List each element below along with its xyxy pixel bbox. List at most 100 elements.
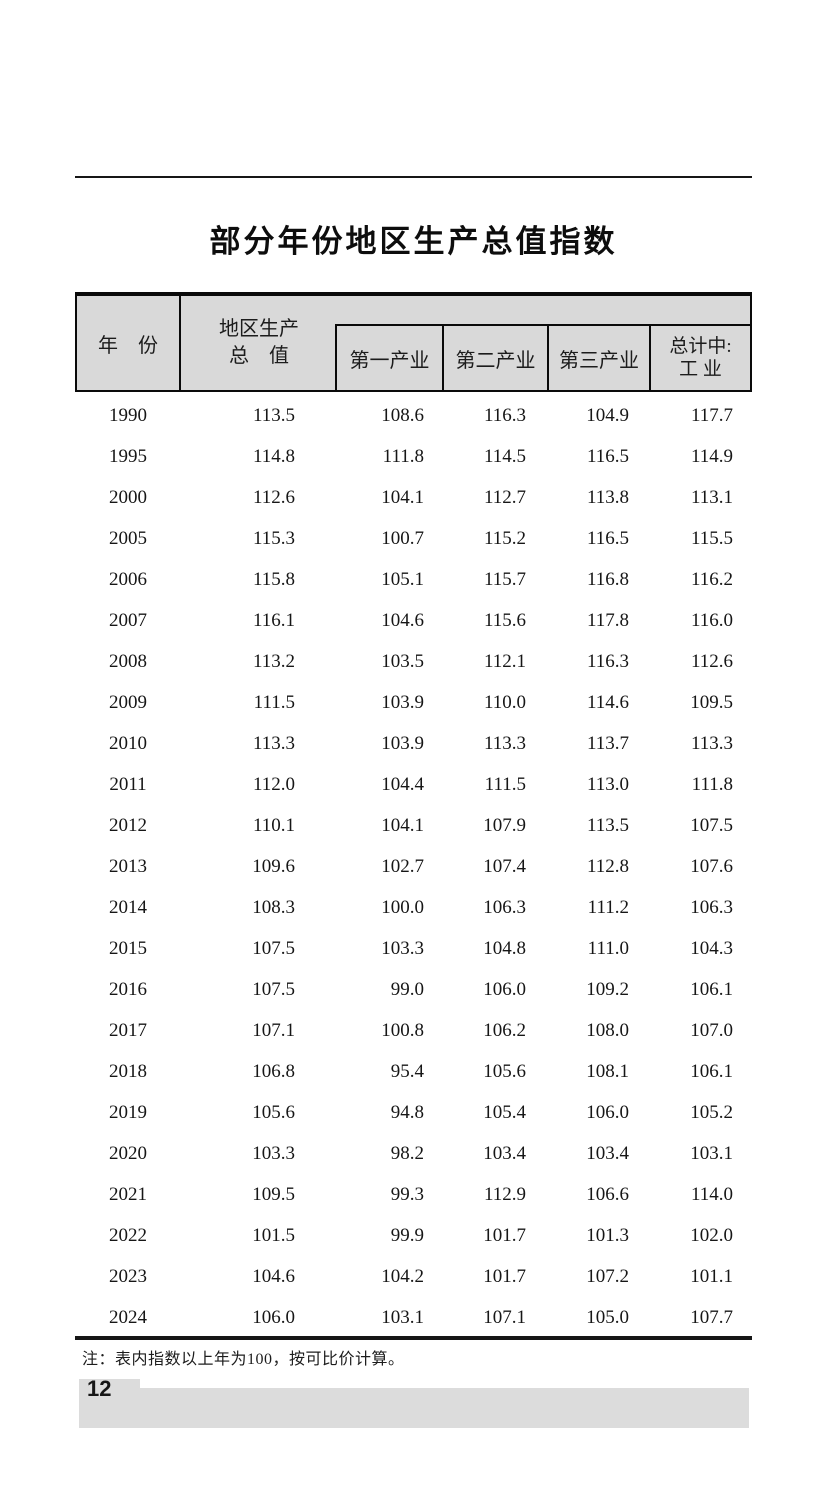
cell-value: 104.6 [381,609,424,631]
cell-value: 111.8 [382,445,424,467]
column-header-year-label: 年 份 [98,334,158,357]
cell-value: 116.5 [586,445,629,467]
footer-tab-shape [79,1379,140,1428]
cell-value: 112.0 [252,773,295,795]
cell-value: 110.0 [483,691,526,713]
cell-year: 2005 [109,527,147,549]
column-header-secondary-industry-label: 第二产业 [455,349,536,372]
cell-value: 103.4 [483,1142,526,1164]
cell-value: 114.6 [586,691,629,713]
cell-value: 116.3 [586,650,629,672]
cell-value: 106.1 [690,978,733,1000]
cell-year: 2023 [109,1265,147,1287]
column-header-grp-line2: 总 值 [229,345,289,367]
column-header-industry-of-total: 总计中: 工 业 [649,324,750,390]
cell-value: 105.2 [690,1101,733,1123]
cell-year: 2016 [109,978,147,1000]
table-row: 2014 108.3 100.0 106.3 111.2 106.3 [75,887,752,928]
cell-year: 2022 [109,1224,147,1246]
page-top-rule [75,176,752,178]
cell-year: 2008 [109,650,147,672]
column-header-grp: 地区生产 总 值 [183,296,335,390]
cell-value: 103.9 [381,732,424,754]
table-row: 2016 107.5 99.0 106.0 109.2 106.1 [75,969,752,1010]
cell-value: 108.3 [252,896,295,918]
cell-value: 104.2 [381,1265,424,1287]
cell-year: 2018 [109,1060,147,1082]
cell-value: 107.1 [252,1019,295,1041]
cell-value: 106.0 [252,1306,295,1328]
cell-value: 113.8 [586,486,629,508]
cell-value: 104.1 [381,814,424,836]
cell-value: 103.3 [252,1142,295,1164]
cell-value: 104.9 [586,404,629,426]
table-row: 2013 109.6 102.7 107.4 112.8 107.6 [75,846,752,887]
cell-value: 100.7 [381,527,424,549]
table-row: 2005 115.3 100.7 115.2 116.5 115.5 [75,518,752,559]
column-header-industry-line1: 总计中: [669,336,732,357]
cell-value: 107.5 [252,937,295,959]
cell-value: 111.8 [691,773,733,795]
cell-value: 107.2 [586,1265,629,1287]
cell-value: 99.3 [390,1183,424,1205]
cell-year: 2014 [109,896,147,918]
table-row: 2010 113.3 103.9 113.3 113.7 113.3 [75,723,752,764]
cell-value: 110.1 [252,814,295,836]
cell-value: 105.4 [483,1101,526,1123]
table-row: 2008 113.2 103.5 112.1 116.3 112.6 [75,641,752,682]
table-row: 2022 101.5 99.9 101.7 101.3 102.0 [75,1215,752,1256]
column-header-primary-industry-label: 第一产业 [349,349,430,372]
column-header-secondary-industry: 第二产业 [442,324,547,390]
cell-year: 1990 [109,404,147,426]
cell-value: 101.3 [586,1224,629,1246]
cell-value: 106.2 [483,1019,526,1041]
cell-value: 106.8 [252,1060,295,1082]
column-header-primary-industry: 第一产业 [335,324,442,390]
cell-value: 113.0 [586,773,629,795]
cell-value: 115.3 [252,527,295,549]
table-row: 2018 106.8 95.4 105.6 108.1 106.1 [75,1051,752,1092]
cell-value: 105.6 [483,1060,526,1082]
cell-value: 112.6 [252,486,295,508]
cell-value: 107.4 [483,855,526,877]
cell-value: 117.7 [690,404,733,426]
table-row: 2012 110.1 104.1 107.9 113.5 107.5 [75,805,752,846]
cell-value: 102.0 [690,1224,733,1246]
cell-value: 105.6 [252,1101,295,1123]
cell-value: 106.0 [483,978,526,1000]
cell-year: 2010 [109,732,147,754]
cell-value: 101.5 [252,1224,295,1246]
cell-value: 106.0 [586,1101,629,1123]
table-row: 2020 103.3 98.2 103.4 103.4 103.1 [75,1133,752,1174]
cell-value: 104.8 [483,937,526,959]
cell-value: 116.3 [483,404,526,426]
cell-value: 107.5 [252,978,295,1000]
cell-value: 114.8 [252,445,295,467]
cell-year: 2024 [109,1306,147,1328]
table-bottom-rule [75,1336,752,1340]
cell-value: 112.6 [690,650,733,672]
cell-value: 104.4 [381,773,424,795]
table-row: 2015 107.5 103.3 104.8 111.0 104.3 [75,928,752,969]
cell-value: 115.7 [483,568,526,590]
cell-value: 105.1 [381,568,424,590]
cell-value: 115.2 [483,527,526,549]
cell-value: 113.3 [483,732,526,754]
table-row: 2000 112.6 104.1 112.7 113.8 113.1 [75,477,752,518]
cell-value: 107.0 [690,1019,733,1041]
cell-value: 100.0 [381,896,424,918]
cell-value: 116.8 [586,568,629,590]
cell-year: 2006 [109,568,147,590]
cell-value: 113.2 [252,650,295,672]
cell-value: 103.1 [381,1306,424,1328]
cell-value: 113.3 [690,732,733,754]
table-row: 2017 107.1 100.8 106.2 108.0 107.0 [75,1010,752,1051]
cell-value: 111.5 [484,773,526,795]
cell-value: 113.5 [586,814,629,836]
table-row: 2024 106.0 103.1 107.1 105.0 107.7 [75,1297,752,1338]
cell-value: 101.7 [483,1265,526,1287]
cell-value: 113.5 [252,404,295,426]
cell-value: 117.8 [586,609,629,631]
table-row: 2023 104.6 104.2 101.7 107.2 101.1 [75,1256,752,1297]
cell-value: 104.3 [690,937,733,959]
